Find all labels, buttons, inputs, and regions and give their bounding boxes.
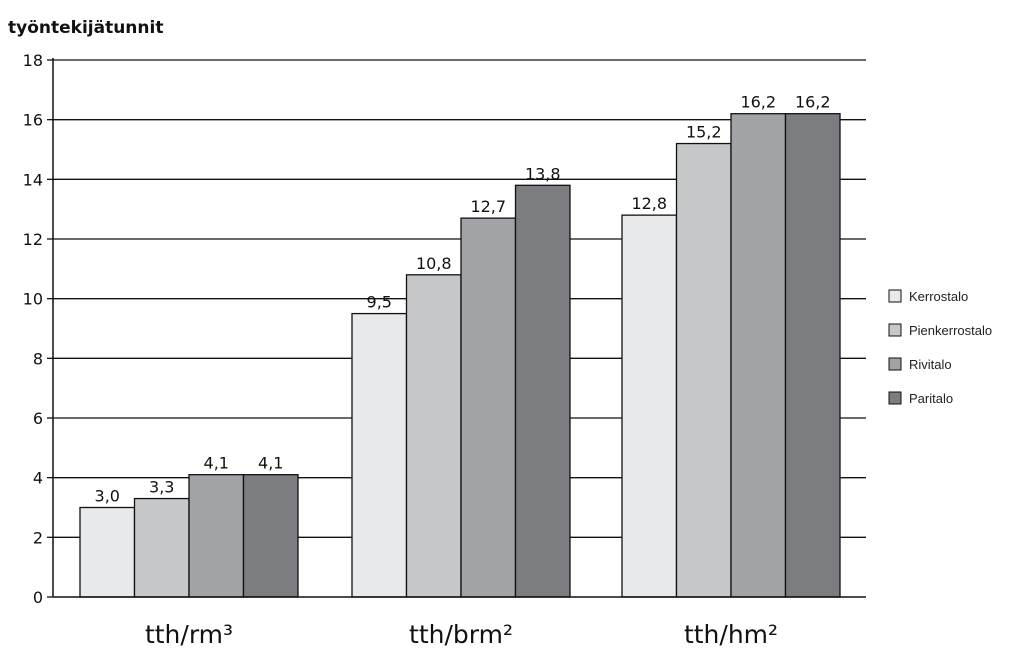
value-label: 12,7 bbox=[470, 197, 506, 216]
value-label: 10,8 bbox=[416, 254, 452, 273]
y-tick-label: 18 bbox=[23, 51, 43, 70]
bar-rivitalo-1 bbox=[189, 475, 244, 597]
bar-paritalo-2 bbox=[516, 185, 571, 597]
value-label: 16,2 bbox=[740, 93, 776, 112]
category-label: tth/rm³ bbox=[145, 620, 233, 649]
y-tick-label: 14 bbox=[23, 170, 43, 189]
bar-paritalo-1 bbox=[244, 475, 299, 597]
value-label: 12,8 bbox=[631, 194, 667, 213]
y-tick-label: 8 bbox=[33, 349, 43, 368]
bar-pienkerrostalo-2 bbox=[407, 275, 462, 597]
bar-kerrostalo-3 bbox=[622, 215, 677, 597]
category-labels: tth/rm³ tth/brm² tth/hm² bbox=[145, 620, 778, 649]
legend: Kerrostalo Pienkerrostalo Rivitalo Paritalo bbox=[889, 289, 992, 406]
bar-kerrostalo-2 bbox=[352, 314, 407, 597]
category-label: tth/brm² bbox=[409, 620, 513, 649]
y-tick-label: 10 bbox=[23, 290, 43, 309]
legend-swatch-paritalo bbox=[889, 392, 901, 404]
y-tick-label: 16 bbox=[23, 111, 43, 130]
category-label: tth/hm² bbox=[684, 620, 778, 649]
legend-label-kerrostalo: Kerrostalo bbox=[909, 289, 968, 304]
value-label: 4,1 bbox=[258, 454, 283, 473]
bar-pienkerrostalo-3 bbox=[677, 144, 732, 597]
y-axis-label: työntekijätunnit bbox=[8, 18, 163, 38]
value-label: 13,8 bbox=[525, 164, 561, 183]
y-tick-label: 12 bbox=[23, 230, 43, 249]
y-tick-label: 4 bbox=[33, 469, 43, 488]
legend-label-rivitalo: Rivitalo bbox=[909, 357, 952, 372]
bar-paritalo-3 bbox=[786, 114, 841, 597]
value-label: 3,3 bbox=[149, 478, 174, 497]
legend-label-paritalo: Paritalo bbox=[909, 391, 953, 406]
value-label: 3,0 bbox=[95, 487, 120, 506]
y-tick-label: 0 bbox=[33, 588, 43, 607]
y-axis-ticks: 0 2 4 6 8 10 12 14 16 18 bbox=[23, 51, 53, 607]
y-tick-label: 2 bbox=[33, 528, 43, 547]
value-label: 16,2 bbox=[795, 93, 831, 112]
legend-swatch-kerrostalo bbox=[889, 290, 901, 302]
legend-swatch-pienkerrostalo bbox=[889, 324, 901, 336]
value-label: 4,1 bbox=[204, 454, 229, 473]
bar-rivitalo-3 bbox=[731, 114, 786, 597]
value-label: 15,2 bbox=[686, 123, 722, 142]
bar-pienkerrostalo-1 bbox=[135, 499, 190, 597]
y-tick-label: 6 bbox=[33, 409, 43, 428]
bar-kerrostalo-1 bbox=[80, 508, 135, 598]
legend-label-pienkerrostalo: Pienkerrostalo bbox=[909, 323, 992, 338]
value-label: 9,5 bbox=[367, 293, 392, 312]
legend-swatch-rivitalo bbox=[889, 358, 901, 370]
bar-rivitalo-2 bbox=[461, 218, 516, 597]
bars bbox=[80, 114, 840, 597]
